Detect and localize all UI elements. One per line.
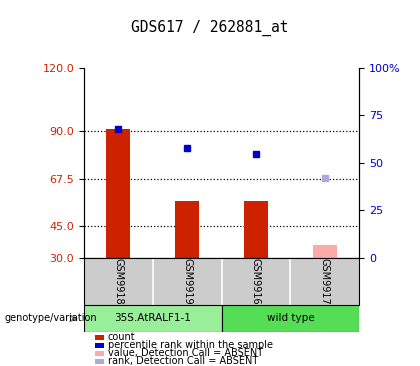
Bar [84,305,222,332]
Text: genotype/variation: genotype/variation [4,313,97,324]
Text: GDS617 / 262881_at: GDS617 / 262881_at [131,20,289,36]
Bar [312,245,337,258]
Bar [106,129,131,258]
Bar [94,343,104,348]
Text: percentile rank within the sample: percentile rank within the sample [108,340,273,350]
Bar [94,351,104,356]
Text: GSM9916: GSM9916 [251,258,261,305]
Bar [94,335,104,340]
Text: 35S.AtRALF1-1: 35S.AtRALF1-1 [114,313,191,323]
Text: GSM9918: GSM9918 [113,258,123,305]
Bar [244,201,268,258]
Text: rank, Detection Call = ABSENT: rank, Detection Call = ABSENT [108,356,258,366]
Bar [94,359,104,364]
Text: count: count [108,332,136,342]
Text: wild type: wild type [267,313,314,323]
Text: GSM9919: GSM9919 [182,258,192,305]
Text: GSM9917: GSM9917 [320,258,330,305]
Text: value, Detection Call = ABSENT: value, Detection Call = ABSENT [108,348,263,358]
Bar [222,305,359,332]
Bar [175,201,199,258]
